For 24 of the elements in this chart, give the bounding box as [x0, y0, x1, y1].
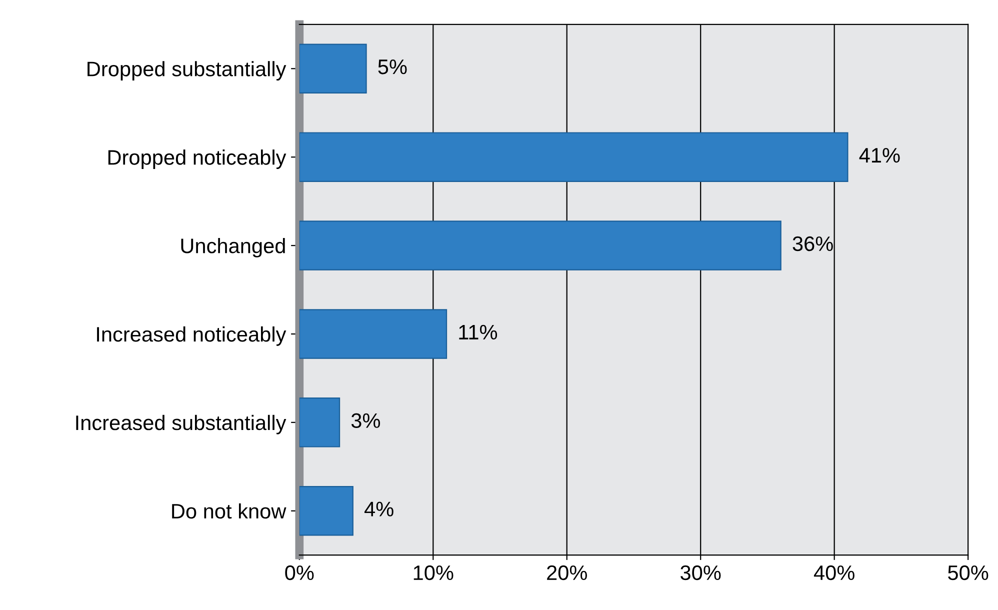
x-tick-label: 50% — [948, 565, 988, 580]
y-tick-label: Dropped substantially — [88, 61, 286, 80]
bar — [299, 220, 782, 270]
bar — [299, 132, 848, 182]
data-label: 36% — [792, 236, 833, 252]
x-tick-label: 10% — [414, 565, 454, 580]
data-label: 5% — [378, 60, 407, 74]
y-tick-label: Unchanged — [181, 238, 285, 258]
x-tick-label: 40% — [814, 565, 854, 580]
y-tick-label: Do not know — [172, 503, 286, 519]
data-label: 41% — [859, 148, 900, 163]
x-tick-label: 0% — [285, 565, 314, 580]
y-tick-label: Dropped noticeably — [108, 150, 286, 169]
bar — [299, 486, 354, 536]
data-label: 4% — [364, 502, 394, 516]
x-tick-label: 30% — [680, 565, 721, 580]
bar — [299, 309, 448, 359]
data-label: 3% — [351, 413, 380, 428]
x-tick-label: 20% — [547, 565, 587, 580]
y-tick-label: Increased substantially — [76, 414, 286, 434]
data-label: 11% — [459, 324, 498, 340]
y-tick-label: Increased noticeably — [97, 326, 286, 346]
bar — [299, 44, 367, 94]
bar — [299, 398, 340, 448]
